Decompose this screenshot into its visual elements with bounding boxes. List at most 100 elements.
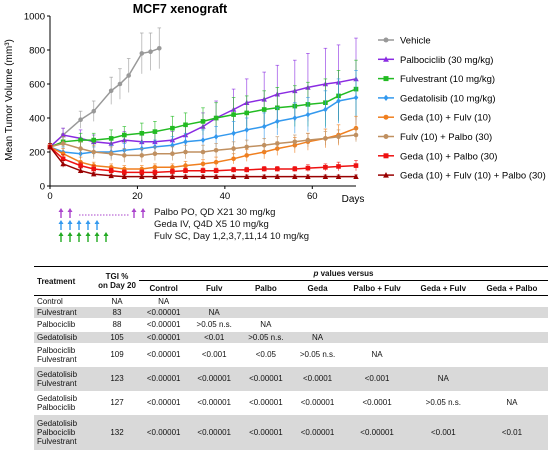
y-tick-label: 200 — [29, 148, 45, 159]
treatment-line: Control — [37, 296, 63, 306]
chart-title: MCF7 xenograft — [133, 2, 228, 16]
pvalue-cell — [411, 343, 476, 367]
data-point — [148, 49, 153, 54]
pvalue-cell: <0.00001 — [146, 398, 181, 407]
treatment-line: Gedatolisib — [37, 369, 78, 379]
tumor-volume-chart: MCF7 xenograft Mean Tumor Volume (mm³) D… — [4, 2, 546, 205]
pvalue-cell — [188, 296, 240, 307]
data-point — [213, 173, 219, 179]
data-point — [60, 156, 66, 162]
pvalue-cell — [343, 318, 410, 332]
pvalue-cell: NA — [410, 366, 476, 391]
data-point — [152, 170, 158, 175]
data-point — [200, 173, 206, 179]
data-point — [200, 119, 206, 124]
data-point — [91, 108, 97, 114]
x-axis-label: Days — [342, 194, 365, 205]
pvalue-cell: <0.00001 — [249, 398, 283, 407]
treatment-cell: Gedatolisib Fulvestrant — [34, 366, 95, 391]
series-group — [47, 27, 162, 151]
pvalue-cell — [343, 296, 410, 307]
pvalue-cell — [411, 318, 476, 332]
data-point — [183, 149, 188, 155]
treatment-line: Gedatolisib — [37, 393, 78, 403]
legend-label: Vehicle — [400, 36, 431, 47]
data-point — [335, 173, 342, 179]
pvalue-cell: >0.05 n.s. — [299, 350, 336, 359]
data-point — [91, 137, 97, 143]
dosing-text: Geda IV, Q4D X5 10 mg/kg — [154, 219, 269, 230]
data-point — [305, 111, 311, 118]
dose-arrowhead-icon — [67, 232, 73, 236]
pvalue-cell — [476, 296, 548, 307]
data-point — [170, 169, 175, 174]
pvalue-cell — [475, 366, 548, 391]
treatment-line: Palbociclib — [37, 427, 76, 437]
data-point — [183, 163, 188, 168]
dose-arrowhead-icon — [131, 208, 137, 212]
table-row: Fulvestrant 83 <0.00001 NA — [34, 306, 548, 318]
data-point — [244, 167, 250, 173]
data-point — [244, 173, 250, 179]
table-row: Palbociclib Fulvestrant 109 <0.00001 <0.001 <… — [34, 343, 548, 367]
pvalue-table-container: Treatment TGI % on Day 20 p values versu… — [34, 266, 548, 450]
data-point — [213, 148, 219, 153]
treatment-line: Palbociclib — [37, 345, 76, 355]
data-point — [213, 159, 219, 165]
dose-arrowhead-icon — [94, 232, 100, 236]
data-point — [292, 166, 298, 172]
data-point — [274, 173, 281, 179]
dosing-arrows — [58, 207, 150, 219]
x-tick-label: 40 — [220, 191, 231, 202]
data-point — [122, 153, 127, 158]
data-point — [353, 173, 359, 179]
data-point — [383, 76, 389, 82]
data-point — [91, 171, 97, 177]
treatment-line: Fulvestrant — [37, 307, 77, 317]
data-point — [323, 136, 328, 141]
tgi-header-line1: TGI % — [105, 272, 129, 281]
pvalue-cell — [475, 306, 548, 318]
data-point — [108, 88, 114, 94]
table-row: Palbociclib 88 <0.00001 >0.05 n.s. NA — [34, 318, 548, 332]
pvalue-cell: NA — [188, 306, 241, 318]
data-point — [383, 56, 389, 62]
dose-arrowhead-icon — [140, 208, 146, 212]
data-point — [108, 151, 114, 156]
tgi-header-line2: on Day 20 — [98, 281, 136, 290]
pvalue-cell: NA — [260, 320, 272, 329]
dosing-arrows-svg — [58, 232, 109, 242]
data-point — [261, 107, 267, 112]
table-column-header: Geda + Fulv — [410, 280, 476, 296]
pvalue-cell: <0.00001 — [139, 306, 189, 318]
pvalues-p: p — [313, 269, 319, 278]
data-point — [213, 133, 219, 140]
data-point — [200, 161, 206, 167]
pvalue-cell: NA — [158, 296, 170, 306]
tgi-cell: 83 — [95, 306, 139, 318]
data-point — [170, 165, 175, 170]
legend-label: Geda (10) + Fulv (10) — [400, 113, 491, 124]
dosing-arrows — [58, 231, 150, 243]
data-point — [336, 134, 341, 139]
tgi-cell: 127 — [110, 398, 124, 407]
dose-arrowhead-icon — [76, 220, 82, 224]
pvalue-cell: <0.00001 — [139, 414, 189, 450]
pvalue-cell: <0.00001 — [197, 398, 231, 407]
data-point — [275, 141, 280, 146]
data-point — [244, 144, 250, 150]
data-point — [183, 138, 188, 145]
pvalue-cell: <0.0001 — [362, 398, 392, 407]
table-column-header: Palbo — [240, 280, 292, 296]
table-header-row-2: Control Fulv Palbo Geda Palbo + Fulv Geda + F… — [34, 280, 548, 296]
pvalue-cell: <0.00001 — [240, 414, 292, 450]
pvalue-cell: NA — [291, 331, 344, 343]
data-point — [122, 132, 127, 138]
pvalue-cell: <0.00001 — [146, 350, 181, 359]
dosing-row: Palbo PO, QD X21 30 mg/kg — [58, 207, 358, 219]
data-point — [244, 153, 250, 158]
data-point — [139, 173, 145, 179]
table-column-header: Control — [139, 280, 189, 296]
data-point — [305, 165, 311, 171]
x-tick-label: 60 — [307, 191, 318, 202]
